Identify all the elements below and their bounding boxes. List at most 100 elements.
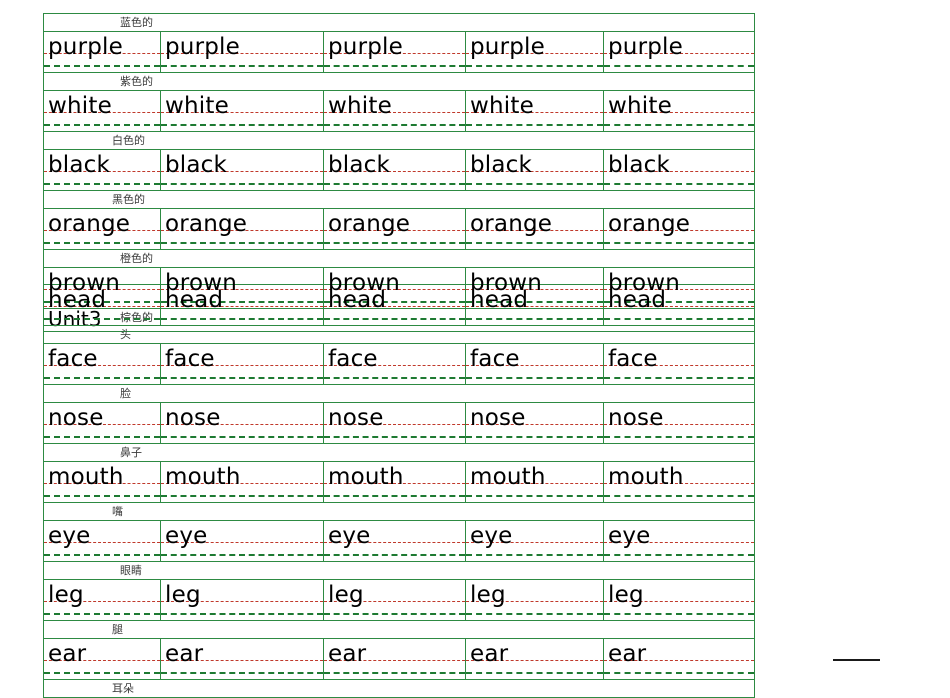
practice-cell[interactable]: mouth — [323, 461, 466, 503]
four-line-rule: leg — [324, 580, 465, 620]
practice-cell[interactable]: leg — [43, 579, 161, 621]
practice-cell[interactable]: eye — [43, 520, 161, 562]
practice-cell[interactable]: purple — [465, 31, 604, 73]
midline — [161, 306, 323, 307]
practice-cell[interactable]: head — [160, 284, 324, 326]
practice-cell[interactable]: nose — [603, 402, 755, 444]
annotation-cell: 嘴 — [43, 502, 755, 521]
midline — [44, 542, 160, 543]
four-line-rule: eye — [324, 521, 465, 561]
practice-cell[interactable]: face — [160, 343, 324, 385]
four-line-rule: orange — [324, 209, 465, 249]
practice-cell[interactable]: white — [160, 90, 324, 132]
midline — [161, 53, 323, 54]
practice-cell[interactable]: eye — [160, 520, 324, 562]
four-line-rule: purple — [44, 32, 160, 72]
midline — [466, 483, 603, 484]
practice-word: orange — [48, 211, 131, 237]
midline — [466, 365, 603, 366]
annotation-row: 嘴 — [43, 502, 755, 521]
four-line-rule: nose — [161, 403, 323, 443]
baseline — [324, 554, 465, 556]
midline — [466, 112, 603, 113]
midline — [466, 171, 603, 172]
practice-cell[interactable]: black — [160, 149, 324, 191]
practice-cell[interactable]: orange — [160, 208, 324, 250]
practice-cell[interactable]: head — [465, 284, 604, 326]
four-line-rule: white — [161, 91, 323, 131]
baseline — [604, 377, 754, 379]
practice-cell[interactable]: head — [323, 284, 466, 326]
practice-cell[interactable]: mouth — [465, 461, 604, 503]
baseline — [161, 613, 323, 615]
practice-cell[interactable]: white — [465, 90, 604, 132]
practice-cell[interactable]: eye — [603, 520, 755, 562]
practice-cell[interactable]: purple — [160, 31, 324, 73]
practice-cell[interactable]: leg — [465, 579, 604, 621]
practice-cell[interactable]: eye — [323, 520, 466, 562]
practice-cell[interactable]: face — [43, 343, 161, 385]
practice-word: eye — [470, 523, 513, 549]
four-line-rule: ear — [466, 639, 603, 679]
practice-cell[interactable]: black — [323, 149, 466, 191]
practice-word: black — [48, 152, 111, 178]
four-line-rule: black — [324, 150, 465, 190]
practice-cell[interactable]: nose — [465, 402, 604, 444]
practice-cell[interactable]: face — [465, 343, 604, 385]
baseline — [604, 613, 754, 615]
practice-cell[interactable]: black — [465, 149, 604, 191]
four-line-rule: mouth — [604, 462, 754, 502]
practice-cell[interactable]: eye — [465, 520, 604, 562]
practice-cell[interactable]: leg — [160, 579, 324, 621]
practice-cell[interactable]: ear — [160, 638, 324, 680]
practice-cell[interactable]: orange — [602, 208, 756, 250]
four-line-rule: face — [604, 344, 754, 384]
practice-row-purple: purple purple purple purple — [43, 31, 756, 73]
practice-cell[interactable]: black — [43, 149, 161, 191]
practice-cell[interactable]: orange — [323, 208, 466, 250]
annotation-text: 眼睛 — [120, 564, 142, 577]
annotation-text: 腿 — [112, 623, 123, 636]
baseline — [44, 377, 160, 379]
practice-cell[interactable]: purple — [43, 31, 161, 73]
midline — [44, 365, 160, 366]
baseline — [604, 183, 755, 185]
practice-cell[interactable]: white — [602, 90, 756, 132]
midline — [324, 53, 465, 54]
practice-cell[interactable]: white — [323, 90, 466, 132]
practice-cell[interactable]: purple — [602, 31, 756, 73]
worksheet-page: 蓝色的 purple purple purple — [42, 13, 880, 698]
practice-cell[interactable]: leg — [323, 579, 466, 621]
practice-cell[interactable]: ear — [323, 638, 466, 680]
practice-word: leg — [608, 582, 644, 608]
four-line-rule: ear — [324, 639, 465, 679]
practice-cell[interactable]: head — [603, 284, 755, 326]
practice-cell[interactable]: ear — [43, 638, 161, 680]
four-line-rule: leg — [161, 580, 323, 620]
practice-word: black — [328, 152, 391, 178]
practice-cell[interactable]: nose — [43, 402, 161, 444]
practice-word: face — [608, 346, 658, 372]
midline — [604, 424, 754, 425]
practice-cell[interactable]: white — [43, 90, 161, 132]
four-line-rule: purple — [604, 32, 755, 72]
practice-cell[interactable]: ear — [603, 638, 755, 680]
practice-cell[interactable]: nose — [323, 402, 466, 444]
practice-cell[interactable]: face — [323, 343, 466, 385]
practice-cell[interactable]: orange — [43, 208, 161, 250]
practice-cell[interactable]: nose — [160, 402, 324, 444]
practice-cell[interactable]: face — [603, 343, 755, 385]
practice-cell[interactable]: ear — [465, 638, 604, 680]
midline — [466, 306, 603, 307]
practice-cell[interactable]: leg — [603, 579, 755, 621]
practice-cell[interactable]: mouth — [603, 461, 755, 503]
practice-cell[interactable]: orange — [465, 208, 604, 250]
practice-cell[interactable]: head — [43, 284, 161, 326]
practice-cell[interactable]: purple — [323, 31, 466, 73]
practice-cell[interactable]: black — [602, 149, 756, 191]
practice-cell[interactable]: mouth — [43, 461, 161, 503]
four-line-rule: head — [604, 285, 754, 325]
four-line-rule: eye — [466, 521, 603, 561]
practice-cell[interactable]: mouth — [160, 461, 324, 503]
practice-word: ear — [48, 641, 87, 667]
